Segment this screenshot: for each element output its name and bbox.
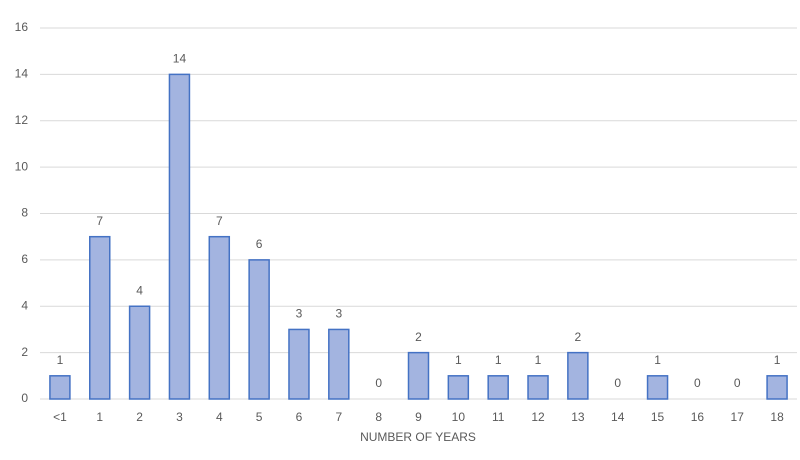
x-tick-label: 14 — [611, 410, 625, 424]
x-tick-label: 2 — [136, 410, 143, 424]
x-tick-label: 11 — [492, 410, 505, 424]
bar — [128, 305, 151, 400]
data-label: 0 — [614, 376, 621, 390]
data-label: 0 — [375, 376, 382, 390]
x-tick-label: 8 — [375, 410, 382, 424]
bar — [248, 259, 270, 400]
y-tick-label: 16 — [15, 20, 29, 34]
bar — [567, 351, 589, 400]
bar — [646, 375, 669, 400]
data-label: 4 — [136, 283, 143, 297]
x-axis-label: NUMBER OF YEARS — [360, 430, 476, 444]
data-label: 7 — [216, 214, 223, 228]
x-tick-label: 6 — [296, 410, 303, 424]
x-tick-label: 3 — [176, 410, 183, 424]
bar — [208, 235, 231, 400]
x-tick-label: <1 — [53, 410, 67, 424]
bar — [487, 375, 509, 400]
x-tick-label: 10 — [452, 410, 466, 424]
bar — [527, 375, 549, 400]
y-tick-label: 10 — [15, 159, 29, 173]
bar — [89, 235, 111, 400]
bar — [49, 375, 71, 400]
y-tick-label: 0 — [21, 391, 28, 405]
data-label: 14 — [173, 52, 187, 66]
x-tick-label: 18 — [770, 410, 784, 424]
bar — [766, 375, 788, 400]
data-label: 3 — [296, 307, 303, 321]
x-tick-label: 12 — [531, 410, 545, 424]
x-tick-label: 4 — [216, 410, 223, 424]
x-tick-label: 5 — [256, 410, 263, 424]
y-tick-label: 6 — [21, 252, 28, 266]
data-label: 1 — [57, 353, 64, 367]
bar — [168, 73, 191, 400]
y-tick-label: 8 — [21, 206, 28, 220]
data-label: 2 — [575, 330, 582, 344]
x-tick-label: 16 — [691, 410, 705, 424]
y-tick-label: 2 — [21, 345, 28, 359]
y-tick-label: 12 — [15, 113, 29, 127]
data-label: 6 — [256, 237, 263, 251]
x-tick-label: 17 — [731, 410, 745, 424]
data-label: 1 — [654, 353, 661, 367]
x-tick-label: 9 — [415, 410, 422, 424]
data-label: 1 — [774, 353, 781, 367]
data-label: 2 — [415, 330, 422, 344]
bar — [288, 328, 310, 400]
data-label: 3 — [335, 307, 342, 321]
x-tick-label: 1 — [96, 410, 103, 424]
x-tick-label: 15 — [651, 410, 665, 424]
bar — [407, 351, 430, 400]
y-tick-label: 4 — [21, 298, 28, 312]
data-label: 1 — [455, 353, 462, 367]
data-label: 1 — [535, 353, 542, 367]
bar — [447, 375, 470, 400]
y-tick-label: 14 — [15, 67, 29, 81]
data-label: 0 — [734, 376, 741, 390]
x-tick-label: 7 — [335, 410, 342, 424]
data-label: 0 — [694, 376, 701, 390]
bar — [328, 328, 350, 400]
x-tick-label: 13 — [571, 410, 585, 424]
data-label: 1 — [495, 353, 502, 367]
data-label: 7 — [96, 214, 103, 228]
